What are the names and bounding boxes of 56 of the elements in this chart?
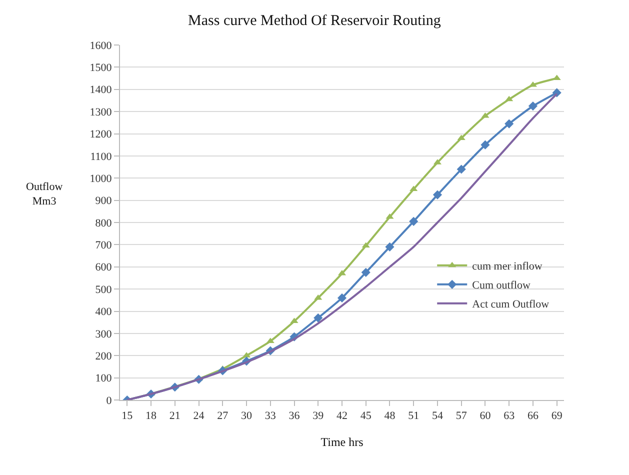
y-tick-label: 800 [95,217,112,230]
point [456,164,466,174]
x-tick-label: 63 [504,410,516,422]
y-tick-label: 600 [95,262,112,274]
y-tick-label: 900 [95,195,112,208]
point [314,313,323,322]
chart-title: Mass curve Method Of Reservoir Routing [188,12,442,29]
y-tick-label: 500 [95,284,112,296]
x-tick-label: 36 [288,410,300,422]
x-tick-label: 21 [169,410,180,422]
y-tick-label: 100 [95,372,112,385]
y-tick-label: 1500 [90,62,112,74]
legend-label: Cum outflow [472,280,531,292]
y-tick-label: 1000 [90,172,112,185]
point [385,242,394,252]
x-tick-label: 18 [146,410,158,422]
y-tick-label: 300 [95,328,112,340]
y-tick-label: 400 [95,306,112,318]
point [362,242,370,248]
x-tick-label: 24 [193,410,205,422]
x-tick-label: 51 [408,410,420,422]
y-tick-label: 1100 [90,150,112,163]
x-tick-label: 54 [432,410,444,422]
point [528,101,538,111]
y-tick-label: 1300 [90,106,112,118]
point [361,268,370,277]
point [409,216,418,226]
x-tick-label: 66 [527,410,539,422]
point [386,213,394,219]
x-tick-label: 69 [551,410,563,422]
point [504,119,514,128]
y-tick-label: 200 [95,350,112,362]
point [480,140,490,150]
x-tick-label: 57 [456,410,468,422]
y-axis-title: Outflow Mm3 [26,181,63,208]
y-tick-label: 0 [106,394,112,407]
point [314,294,322,300]
x-tick-label: 33 [264,410,276,422]
legend-label: Act cum Outflow [472,298,550,311]
x-tick-label: 45 [360,410,372,422]
x-tick-label: 48 [384,410,396,422]
x-tick-label: 15 [122,410,134,422]
x-tick-label: 39 [312,410,324,422]
y-tick-label: 1600 [90,40,112,52]
x-tick-label: 42 [336,410,348,422]
y-tick-label: 1200 [90,128,112,141]
x-tick-label: 60 [480,410,492,422]
point [337,293,347,302]
y-tick-label: 700 [95,240,112,252]
y-tick-label: 1400 [90,84,112,96]
x-tick-label: 27 [217,410,229,422]
legend-label: cum mer inflow [472,260,542,273]
x-tick-label: 30 [241,410,253,422]
point [505,96,514,102]
x-axis-title: Time hrs [320,435,364,449]
point [432,190,442,200]
